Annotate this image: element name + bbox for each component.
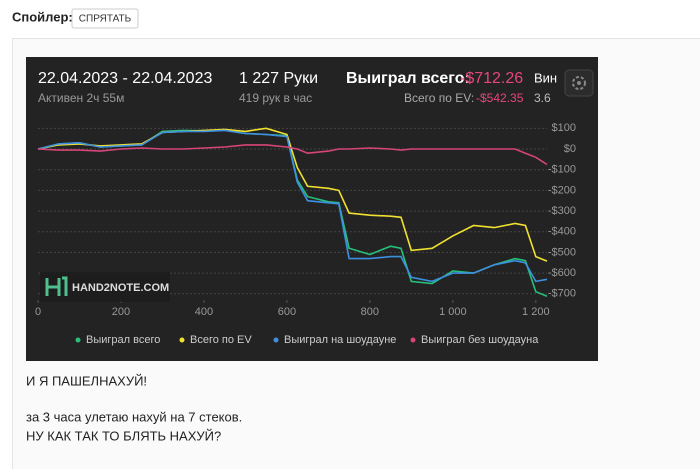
won-value: -$712.26 xyxy=(460,70,523,87)
x-tick-label: 1 200 xyxy=(522,306,550,318)
legend-label: Выиграл без шоудауна xyxy=(421,334,539,346)
date-range: 22.04.2023 - 22.04.2023 xyxy=(38,70,212,87)
y-tick-label: -$300 xyxy=(548,205,576,217)
post-line: за 3 часа улетаю нахуй на 7 стеков. xyxy=(26,409,242,424)
won-label: Выиграл всего: xyxy=(346,70,470,87)
y-tick-label: -$100 xyxy=(548,164,576,176)
spoiler-label: Спойлер: xyxy=(12,9,73,24)
post-line: И Я ПАШЕЛНАХУЙ! xyxy=(26,373,147,388)
x-tick-label: 800 xyxy=(361,306,379,318)
watermark: HAND2NOTE.COM xyxy=(72,282,169,294)
y-tick-label: -$600 xyxy=(548,267,576,279)
y-tick-label: -$200 xyxy=(548,184,576,196)
ev-label: Всего по EV: xyxy=(404,91,474,105)
y-tick-label: -$400 xyxy=(548,226,576,238)
x-tick-label: 1 000 xyxy=(439,306,467,318)
legend-dot xyxy=(274,338,279,343)
cut-value: 3.6 xyxy=(534,91,551,105)
hands: 1 227 Руки xyxy=(239,70,318,87)
x-tick-label: 200 xyxy=(112,306,130,318)
x-tick-label: 400 xyxy=(195,306,213,318)
legend-label: Выиграл на шоудауне xyxy=(284,334,396,346)
legend-label: Выиграл всего xyxy=(86,334,160,346)
y-tick-label: -$500 xyxy=(548,246,576,258)
gear-center[interactable] xyxy=(577,81,581,85)
legend-dot xyxy=(411,338,416,343)
y-tick-label: $0 xyxy=(564,143,576,155)
x-tick-label: 0 xyxy=(35,306,41,318)
active-time: Активен 2ч 55м xyxy=(38,91,124,105)
y-tick-label: -$700 xyxy=(548,288,576,300)
legend-dot xyxy=(76,338,81,343)
hide-button-text[interactable]: СПРЯТАТЬ xyxy=(79,14,132,25)
x-tick-label: 600 xyxy=(278,306,296,318)
cut-label: Вин xyxy=(534,70,557,85)
post-line: НУ КАК ТАК ТО БЛЯТЬ НАХУЙ? xyxy=(26,428,221,443)
ev-value: -$542.35 xyxy=(476,91,524,105)
legend-dot xyxy=(180,338,185,343)
rate: 419 рук в час xyxy=(239,91,312,105)
y-tick-label: $100 xyxy=(552,122,576,134)
legend-label: Всего по EV xyxy=(190,334,252,346)
